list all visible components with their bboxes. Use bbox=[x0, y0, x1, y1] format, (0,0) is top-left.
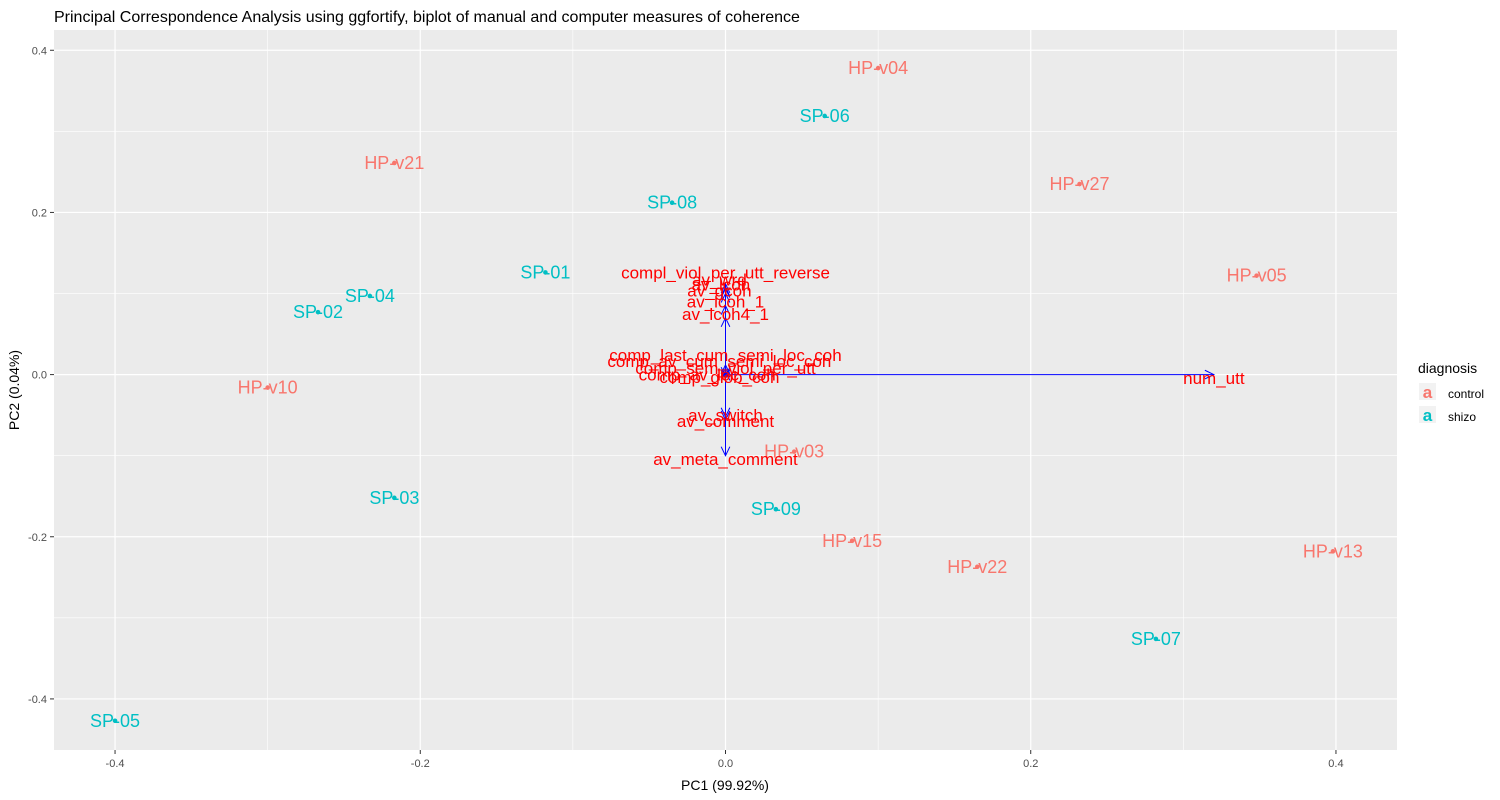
loading-label: comp_av_cum_semi_loc_coh bbox=[607, 352, 831, 371]
y-axis-ticks: -0.4 -0.2 0.0 0.2 0.4 bbox=[28, 45, 54, 706]
loading-label: comp_sem_viol_per_utt bbox=[635, 359, 816, 378]
loading-arrow-head bbox=[720, 287, 731, 298]
x-tick-label: 0.4 bbox=[1328, 758, 1343, 770]
loading-label: av_gcoh bbox=[687, 281, 751, 300]
score-point-label: HP-v27 bbox=[1050, 174, 1110, 194]
score-point-label: SP-01 bbox=[520, 262, 570, 282]
loading-labels: num_uttcompl_viol_per_utt_reverseav_wrda… bbox=[607, 263, 1244, 468]
loading-arrow-head bbox=[720, 366, 731, 378]
x-axis-ticks: -0.4 -0.2 0.0 0.2 0.4 bbox=[106, 750, 1344, 770]
loading-label: av_lcoh bbox=[692, 276, 751, 295]
legend-key-glyph: a bbox=[1423, 383, 1433, 402]
loading-arrow-head bbox=[720, 304, 731, 315]
score-point-label: HP-v22 bbox=[947, 557, 1007, 577]
legend-key bbox=[1419, 383, 1436, 400]
score-point bbox=[822, 113, 827, 119]
score-point-label: HP-v13 bbox=[1303, 541, 1363, 561]
score-points: HP-v04 SP-06 HP-v21 HP-v27 SP-08 HP-v05 SP-01 S… bbox=[90, 58, 1363, 731]
loading-label: av_comment bbox=[677, 412, 775, 431]
score-point-label: SP-06 bbox=[800, 106, 850, 126]
y-axis-title: PC2 (0.04%) bbox=[6, 350, 22, 430]
score-point bbox=[791, 449, 797, 454]
loading-label: av_wrd bbox=[692, 271, 747, 290]
x-tick-label: 0.0 bbox=[718, 758, 733, 770]
legend-title: diagnosis bbox=[1418, 360, 1477, 376]
score-point-label: SP-08 bbox=[647, 193, 697, 213]
loading-label: av_switch bbox=[688, 406, 763, 425]
y-tick-label: 0.0 bbox=[32, 370, 47, 382]
score-point-label: SP-03 bbox=[369, 488, 419, 508]
score-point bbox=[849, 538, 855, 544]
loading-label: comp_glob_coh bbox=[659, 368, 779, 387]
score-point bbox=[875, 65, 881, 71]
score-point-label: SP-09 bbox=[751, 499, 801, 519]
score-point bbox=[392, 160, 397, 166]
score-point bbox=[392, 495, 397, 501]
legend: diagnosis a control a shizo bbox=[1418, 360, 1484, 425]
legend-entry-label: shizo bbox=[1448, 410, 1476, 424]
score-point-label: SP-05 bbox=[90, 711, 140, 731]
score-point bbox=[1153, 636, 1159, 642]
score-point-label: HP-v10 bbox=[238, 378, 298, 398]
loading-label: num_utt bbox=[1183, 369, 1245, 388]
loading-arrow-head bbox=[720, 370, 731, 381]
x-tick-label: -0.2 bbox=[411, 758, 430, 770]
loading-label: compl_viol_per_utt_reverse bbox=[621, 263, 830, 282]
score-point bbox=[1254, 273, 1259, 278]
score-point bbox=[1077, 181, 1082, 187]
loading-arrow-head bbox=[720, 446, 731, 457]
score-point bbox=[773, 506, 779, 512]
loading-label: comp_av_loc_coh bbox=[639, 366, 776, 385]
score-point-label: HP-v04 bbox=[848, 58, 908, 78]
loading-arrow-head bbox=[720, 316, 731, 328]
score-point bbox=[543, 270, 548, 275]
loading-label: av_meta_comment bbox=[653, 450, 798, 469]
y-tick-label: -0.4 bbox=[28, 694, 47, 706]
loading-label: comp_last_cum_semi_loc_coh bbox=[609, 346, 841, 365]
y-tick-label: -0.2 bbox=[28, 532, 47, 544]
legend-key bbox=[1419, 406, 1436, 423]
loading-arrow-head bbox=[720, 285, 731, 297]
x-tick-label: -0.4 bbox=[106, 758, 125, 770]
loading-arrows bbox=[720, 282, 1216, 457]
loading-arrow-head bbox=[720, 292, 731, 303]
y-tick-label: 0.2 bbox=[32, 207, 47, 219]
score-point-label: HP-v21 bbox=[364, 153, 424, 173]
loading-label: av_lcoh_1 bbox=[687, 293, 765, 312]
score-point-label: HP-v03 bbox=[764, 442, 824, 462]
x-axis-title: PC1 (99.92%) bbox=[681, 777, 769, 793]
loading-label: av_lcoh4_1 bbox=[682, 305, 769, 324]
score-point-label: HP-v05 bbox=[1227, 266, 1287, 286]
legend-key-glyph: a bbox=[1423, 406, 1433, 425]
loading-arrow-head bbox=[720, 282, 731, 294]
score-point bbox=[367, 293, 373, 299]
y-tick-label: 0.4 bbox=[32, 45, 47, 57]
chart-title: Principal Correspondence Analysis using … bbox=[54, 9, 800, 26]
score-point bbox=[112, 718, 118, 724]
score-point-label: HP-v15 bbox=[822, 531, 882, 551]
score-point-label: SP-02 bbox=[293, 302, 343, 322]
score-point bbox=[315, 309, 321, 315]
loading-arrow-head bbox=[1204, 369, 1216, 380]
score-point bbox=[265, 385, 270, 390]
score-point bbox=[669, 200, 675, 206]
x-tick-label: 0.2 bbox=[1023, 758, 1038, 770]
score-point bbox=[1330, 549, 1336, 554]
score-point bbox=[975, 564, 980, 570]
score-point-label: SP-07 bbox=[1131, 629, 1181, 649]
legend-entry-label: control bbox=[1448, 387, 1484, 401]
score-point-label: SP-04 bbox=[345, 286, 395, 306]
